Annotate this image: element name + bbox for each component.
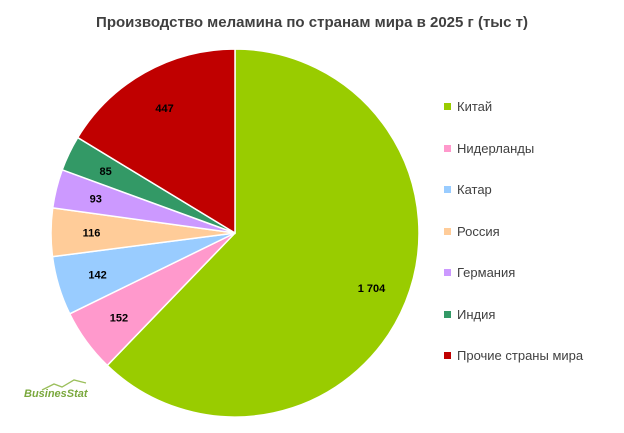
data-label-5: 85 (100, 166, 112, 178)
legend-swatch-4 (444, 269, 451, 277)
data-label-0: 1 704 (358, 283, 386, 295)
legend-item-0: Китай (444, 86, 583, 128)
legend-item-5: Индия (444, 294, 583, 336)
logo-swoosh-icon (41, 379, 87, 391)
legend: Китай Нидерланды Катар Россия Германия Индия П… (444, 86, 583, 377)
legend-label-5: Индия (457, 306, 496, 322)
legend-label-4: Германия (457, 265, 516, 281)
legend-item-6: Прочие страны мира (444, 335, 583, 377)
legend-label-0: Китай (457, 99, 493, 115)
legend-item-4: Германия (444, 252, 583, 294)
data-label-1: 152 (110, 312, 128, 324)
legend-swatch-5 (444, 310, 451, 318)
legend-item-3: Россия (444, 211, 583, 253)
legend-swatch-1 (444, 144, 451, 152)
legend-label-3: Россия (457, 223, 500, 239)
businesstat-logo: BusinesStat (24, 388, 88, 400)
data-label-4: 93 (90, 193, 102, 205)
legend-label-6: Прочие страны мира (457, 348, 584, 364)
legend-label-1: Нидерланды (457, 140, 535, 156)
chart-title: Производство меламина по странам мира в … (96, 14, 528, 31)
data-label-3: 116 (83, 227, 101, 239)
legend-swatch-2 (444, 186, 451, 194)
legend-item-1: Нидерланды (444, 128, 583, 170)
legend-label-2: Катар (457, 182, 492, 198)
legend-swatch-3 (444, 227, 451, 235)
pie-slice-6 (76, 48, 236, 235)
data-label-2: 142 (88, 269, 106, 281)
legend-swatch-6 (444, 352, 451, 360)
pie-slice-0 (106, 48, 420, 418)
legend-swatch-0 (444, 103, 451, 111)
legend-item-2: Катар (444, 169, 583, 211)
data-label-6: 447 (155, 103, 173, 115)
